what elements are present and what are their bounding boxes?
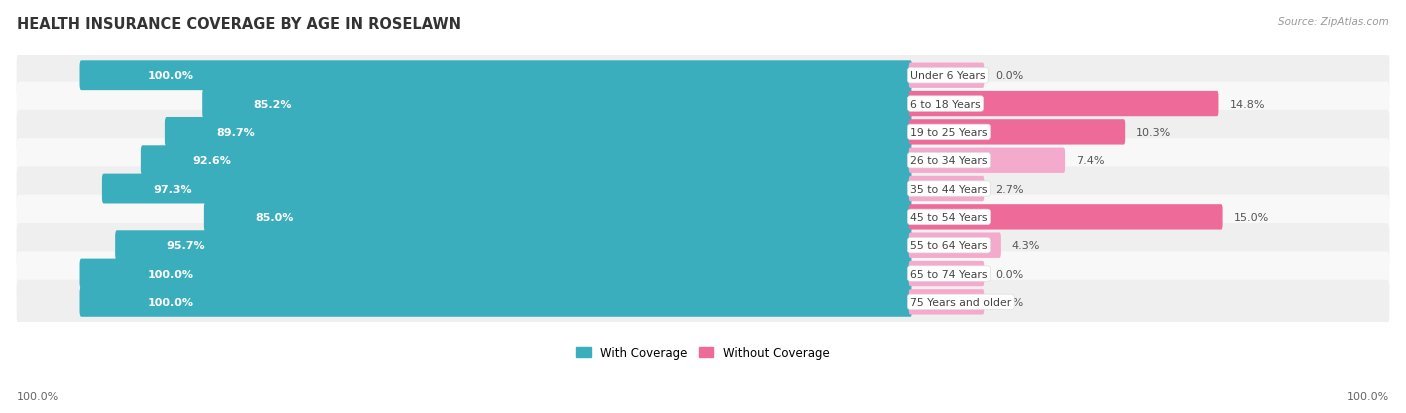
Text: Source: ZipAtlas.com: Source: ZipAtlas.com <box>1278 17 1389 26</box>
FancyBboxPatch shape <box>17 280 1389 324</box>
FancyBboxPatch shape <box>115 231 912 261</box>
Text: 7.4%: 7.4% <box>1076 156 1105 166</box>
FancyBboxPatch shape <box>908 233 1001 258</box>
FancyBboxPatch shape <box>908 120 1125 145</box>
FancyBboxPatch shape <box>202 89 912 119</box>
Text: 19 to 25 Years: 19 to 25 Years <box>910 128 988 138</box>
Legend: With Coverage, Without Coverage: With Coverage, Without Coverage <box>572 342 834 364</box>
FancyBboxPatch shape <box>204 202 912 232</box>
FancyBboxPatch shape <box>908 63 984 89</box>
FancyBboxPatch shape <box>17 252 1389 296</box>
FancyBboxPatch shape <box>908 261 984 287</box>
FancyBboxPatch shape <box>141 146 912 176</box>
FancyBboxPatch shape <box>17 139 1389 183</box>
Text: 100.0%: 100.0% <box>148 269 194 279</box>
Text: 6 to 18 Years: 6 to 18 Years <box>910 99 981 109</box>
Text: 10.3%: 10.3% <box>1136 128 1171 138</box>
Text: 0.0%: 0.0% <box>995 71 1024 81</box>
Text: 95.7%: 95.7% <box>167 241 205 251</box>
Text: Under 6 Years: Under 6 Years <box>910 71 986 81</box>
FancyBboxPatch shape <box>17 54 1389 98</box>
FancyBboxPatch shape <box>908 176 984 202</box>
FancyBboxPatch shape <box>17 82 1389 126</box>
Text: 35 to 44 Years: 35 to 44 Years <box>910 184 988 194</box>
Text: 65 to 74 Years: 65 to 74 Years <box>910 269 988 279</box>
Text: 45 to 54 Years: 45 to 54 Years <box>910 212 988 222</box>
Text: 4.3%: 4.3% <box>1012 241 1040 251</box>
Text: 0.0%: 0.0% <box>995 297 1024 307</box>
FancyBboxPatch shape <box>80 259 912 289</box>
Text: 100.0%: 100.0% <box>148 297 194 307</box>
Text: 85.0%: 85.0% <box>256 212 294 222</box>
Text: 92.6%: 92.6% <box>193 156 231 166</box>
Text: 75 Years and older: 75 Years and older <box>910 297 1011 307</box>
Text: 26 to 34 Years: 26 to 34 Years <box>910 156 988 166</box>
FancyBboxPatch shape <box>908 205 1223 230</box>
Text: 14.8%: 14.8% <box>1229 99 1265 109</box>
Text: 15.0%: 15.0% <box>1233 212 1268 222</box>
FancyBboxPatch shape <box>908 92 1219 117</box>
FancyBboxPatch shape <box>908 290 984 315</box>
Text: 2.7%: 2.7% <box>995 184 1024 194</box>
FancyBboxPatch shape <box>17 195 1389 240</box>
FancyBboxPatch shape <box>17 111 1389 154</box>
Text: 100.0%: 100.0% <box>148 71 194 81</box>
Text: 55 to 64 Years: 55 to 64 Years <box>910 241 988 251</box>
Text: 0.0%: 0.0% <box>995 269 1024 279</box>
FancyBboxPatch shape <box>165 118 912 147</box>
Text: 100.0%: 100.0% <box>1347 391 1389 401</box>
Text: 85.2%: 85.2% <box>253 99 292 109</box>
Text: HEALTH INSURANCE COVERAGE BY AGE IN ROSELAWN: HEALTH INSURANCE COVERAGE BY AGE IN ROSE… <box>17 17 461 31</box>
Text: 89.7%: 89.7% <box>217 128 254 138</box>
FancyBboxPatch shape <box>17 223 1389 268</box>
FancyBboxPatch shape <box>17 167 1389 211</box>
Text: 100.0%: 100.0% <box>17 391 59 401</box>
FancyBboxPatch shape <box>80 287 912 317</box>
FancyBboxPatch shape <box>101 174 912 204</box>
Text: 97.3%: 97.3% <box>153 184 193 194</box>
FancyBboxPatch shape <box>80 61 912 91</box>
FancyBboxPatch shape <box>908 148 1066 173</box>
